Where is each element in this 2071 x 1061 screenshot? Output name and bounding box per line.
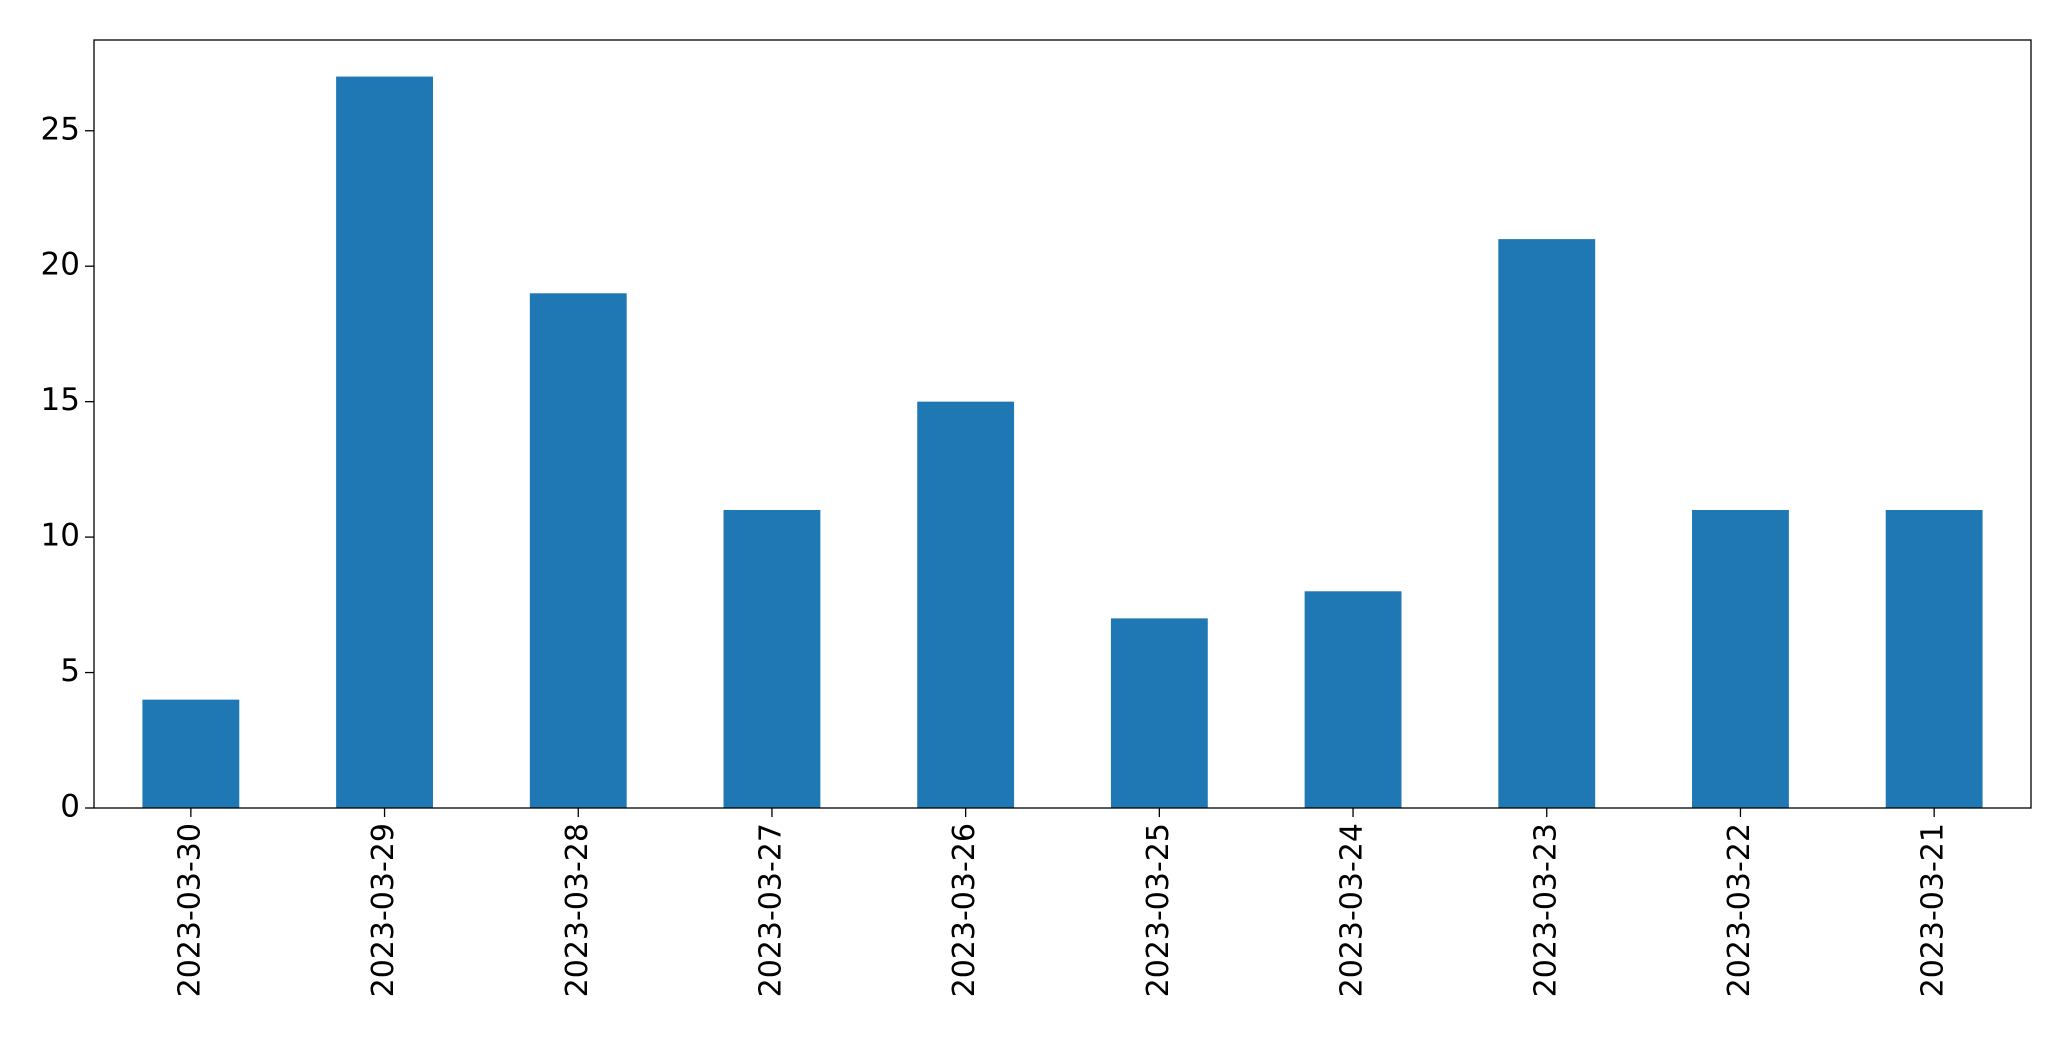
bar <box>1110 618 1208 808</box>
x-tick-label: 2023-03-25 <box>1141 823 1176 997</box>
y-tick-label: 5 <box>60 653 80 689</box>
bar <box>1304 591 1402 808</box>
x-tick-label: 2023-03-22 <box>1722 823 1757 997</box>
bar <box>723 510 821 808</box>
y-tick-label: 0 <box>60 789 80 825</box>
y-tick-label: 10 <box>41 518 80 554</box>
x-tick-label: 2023-03-28 <box>560 823 595 997</box>
x-tick-label: 2023-03-29 <box>366 823 401 997</box>
bar <box>336 76 433 809</box>
y-tick-label: 15 <box>41 382 80 418</box>
bar <box>529 293 627 808</box>
x-tick-label: 2023-03-24 <box>1335 823 1370 997</box>
bar <box>1498 239 1596 809</box>
bar <box>1885 510 1983 808</box>
axes-frame <box>93 39 2032 809</box>
bar <box>142 699 240 808</box>
bar <box>917 401 1015 808</box>
x-tick-label: 2023-03-30 <box>172 823 207 997</box>
y-tick-label: 25 <box>41 111 80 147</box>
y-tick-label: 20 <box>41 247 80 283</box>
x-tick-label: 2023-03-27 <box>753 823 788 997</box>
x-tick-label: 2023-03-23 <box>1528 823 1563 997</box>
bar <box>1692 510 1789 808</box>
x-tick-label: 2023-03-21 <box>1916 823 1951 997</box>
x-tick-label: 2023-03-26 <box>947 823 982 997</box>
